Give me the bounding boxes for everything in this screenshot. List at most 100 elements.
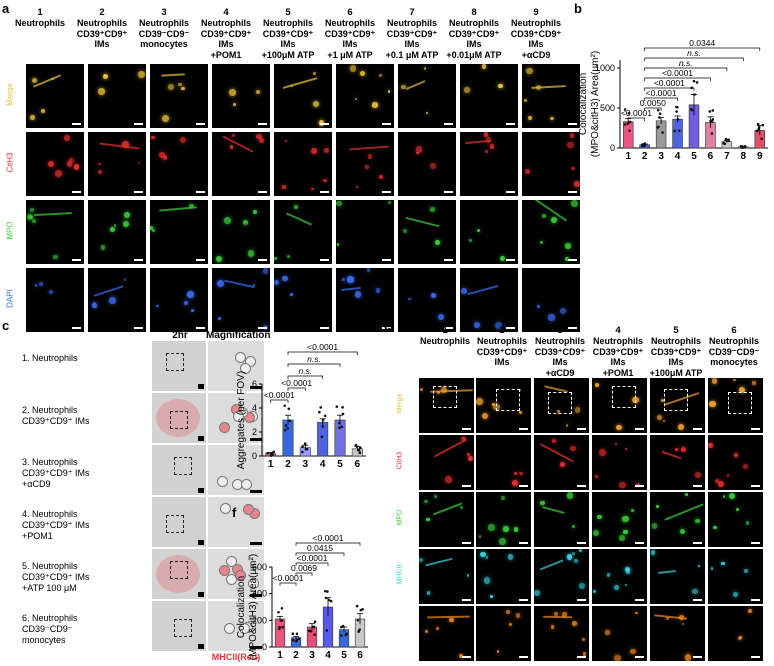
- bar: [655, 120, 667, 149]
- panel-a-col-number: 8: [471, 7, 477, 18]
- cell-signal: [242, 220, 248, 225]
- panel-a-col-title: Neutrophils CD39⁺CD9⁺ IMs +αCD9: [510, 18, 562, 60]
- data-point: [326, 590, 329, 593]
- panel-f-label: f: [232, 505, 237, 520]
- scale-bar: [635, 656, 644, 658]
- cell-signal: [483, 576, 491, 584]
- x-tick-label: 3: [309, 650, 315, 661]
- cell-signal: [708, 400, 716, 408]
- p-value: 0.0069: [291, 563, 317, 573]
- cell-signal: [540, 500, 546, 506]
- data-point: [727, 139, 731, 142]
- cell-signal: [402, 228, 408, 234]
- cell-signal: [565, 257, 569, 261]
- microscopy-tile: [419, 606, 474, 661]
- microscopy-tile: [150, 64, 208, 128]
- cell-signal: [436, 627, 439, 631]
- microscopy-tile: [274, 200, 332, 264]
- cell-signal: [560, 308, 567, 314]
- y-axis-label: (MPO&citH3) Area(μm²): [248, 554, 259, 660]
- cell-signal: [336, 243, 340, 246]
- data-point: [320, 435, 324, 439]
- cell-signal: [445, 476, 452, 483]
- cell-signal: [228, 89, 236, 97]
- cell-signal: [233, 103, 236, 106]
- data-point: [291, 632, 295, 636]
- microscopy-tile: [212, 64, 270, 128]
- cell-signal: [597, 514, 602, 520]
- data-point: [345, 632, 348, 636]
- microscopy-tile: [522, 132, 580, 196]
- cell-signal: [122, 220, 130, 228]
- scale-bar: [196, 327, 205, 329]
- microscopy-tile: [26, 64, 84, 128]
- cell: [242, 503, 254, 515]
- data-point: [755, 129, 759, 133]
- data-point: [710, 132, 714, 135]
- sig-bracket: [287, 375, 324, 379]
- cell-signal: [40, 109, 45, 114]
- data-point: [708, 110, 712, 113]
- microscopy-tile: [592, 606, 647, 661]
- data-point: [307, 629, 311, 633]
- scale-bar: [134, 327, 143, 329]
- cell-signal: [387, 90, 390, 93]
- cell-signal: [424, 499, 428, 504]
- scale-bar: [751, 656, 760, 658]
- cell-signal: [651, 523, 658, 529]
- scale-bar: [250, 646, 262, 649]
- y-tick-label: 200: [252, 615, 267, 625]
- cell-signal: [375, 288, 381, 293]
- microscopy-tile: [708, 549, 763, 604]
- net-strand: [93, 284, 125, 297]
- cell-signal: [434, 240, 440, 246]
- y-tick-label: 2: [252, 427, 257, 437]
- sig-bracket: [644, 67, 728, 71]
- cell-signal: [498, 538, 506, 546]
- microscopy-tile: [534, 378, 589, 433]
- data-point: [272, 450, 275, 454]
- microscopy-tile: [476, 492, 531, 547]
- microscopy-tile: [460, 268, 518, 332]
- cell-signal: [626, 569, 630, 574]
- zoom-box: [496, 389, 520, 411]
- scale-bar: [751, 428, 760, 430]
- magnified-image: [208, 341, 264, 391]
- cell-signal: [513, 526, 519, 532]
- panel-a-col-number: 5: [285, 7, 291, 18]
- cell-signal: [97, 170, 102, 175]
- zoom-box: [170, 411, 188, 429]
- net-strand: [426, 616, 470, 619]
- x-tick-label: 2: [293, 650, 299, 661]
- x-tick-label: 9: [757, 151, 763, 162]
- cell-signal: [262, 268, 269, 274]
- cell-signal: [66, 161, 73, 167]
- sig-bracket: [644, 77, 711, 81]
- cell-signal: [714, 478, 720, 484]
- cell-signal: [485, 137, 491, 143]
- net-strand: [434, 438, 468, 458]
- y-axis-label: (MPO&citH3) Area(μm²): [590, 51, 601, 157]
- cell-signal: [623, 530, 628, 535]
- x-tick-label: 5: [337, 459, 343, 470]
- cell-signal: [425, 112, 429, 115]
- scale-bar: [382, 123, 391, 125]
- cell-signal: [481, 64, 486, 69]
- panel-a-col-title: Neutrophils CD39⁺CD9⁺ IMs +POM1: [200, 18, 252, 60]
- panel-e-col-number: 1: [442, 325, 448, 336]
- cell-signal: [630, 648, 636, 655]
- panel-a-col-title: Neutrophils CD39⁺CD9⁺ IMs +100μM ATP: [261, 18, 315, 60]
- cell-signal: [323, 178, 328, 183]
- cell: [232, 411, 244, 423]
- x-tick-label: 8: [741, 151, 747, 162]
- microscopy-tile: [460, 64, 518, 128]
- scale-bar: [198, 488, 204, 493]
- scale-bar: [72, 259, 81, 261]
- cell-signal: [460, 505, 464, 509]
- scale-bar: [693, 428, 702, 430]
- cell-signal: [223, 217, 231, 225]
- panel-c-row-label: 2. Neutrophils CD39⁺CD9⁺ IMs: [22, 405, 90, 426]
- cell-signal: [162, 115, 170, 122]
